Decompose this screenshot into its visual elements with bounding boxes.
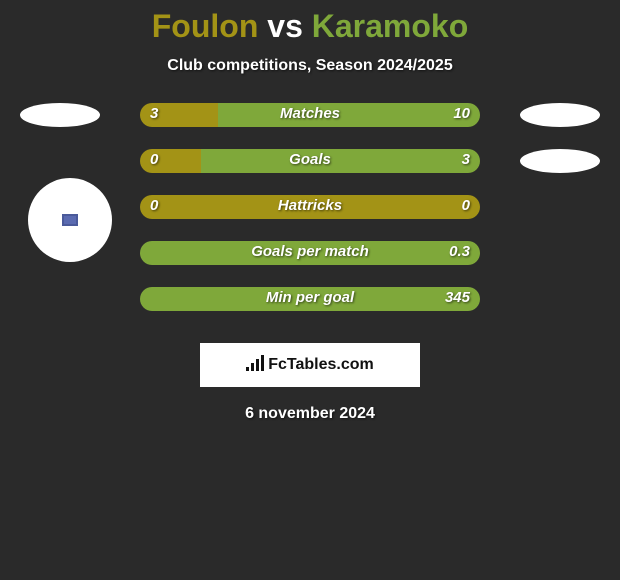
attribution-text: FcTables.com (246, 355, 374, 376)
stat-bar: Goals0 3 (140, 149, 480, 173)
page-title: Foulon vs Karamoko (0, 8, 620, 45)
comparison-container: Foulon vs Karamoko Club competitions, Se… (0, 0, 620, 423)
stat-bar: Matches3 10 (140, 103, 480, 127)
attribution-box: FcTables.com (200, 343, 420, 387)
stat-label: Min per goal (140, 289, 480, 306)
player-right-indicator (520, 103, 600, 127)
stat-label: Matches (140, 105, 480, 122)
stat-row: Matches3 10 (0, 103, 620, 149)
player-left-name: Foulon (152, 8, 259, 44)
stat-value-left: 3 (150, 105, 158, 122)
stat-value-right: 345 (445, 289, 470, 306)
player-right-name: Karamoko (312, 8, 469, 44)
stat-value-right: 3 (462, 151, 470, 168)
attribution-label: FcTables.com (268, 356, 374, 374)
vs-text: vs (267, 8, 303, 44)
footer-date: 6 november 2024 (0, 405, 620, 423)
club-badge-left (28, 178, 112, 262)
stat-bar: Hattricks0 0 (140, 195, 480, 219)
stat-bar: Min per goal345 (140, 287, 480, 311)
stat-label: Hattricks (140, 197, 480, 214)
stat-row: Min per goal345 (0, 287, 620, 333)
stat-value-left: 0 (150, 197, 158, 214)
stat-label: Goals (140, 151, 480, 168)
stat-value-right: 0 (462, 197, 470, 214)
stat-value-right: 10 (453, 105, 470, 122)
stat-value-right: 0.3 (449, 243, 470, 260)
stat-bar: Goals per match0.3 (140, 241, 480, 265)
stat-label: Goals per match (140, 243, 480, 260)
stat-value-left: 0 (150, 151, 158, 168)
signal-icon (246, 355, 264, 376)
player-left-indicator (20, 103, 100, 127)
subtitle: Club competitions, Season 2024/2025 (0, 57, 620, 75)
club-badge-icon (62, 214, 78, 226)
player-right-indicator (520, 149, 600, 173)
